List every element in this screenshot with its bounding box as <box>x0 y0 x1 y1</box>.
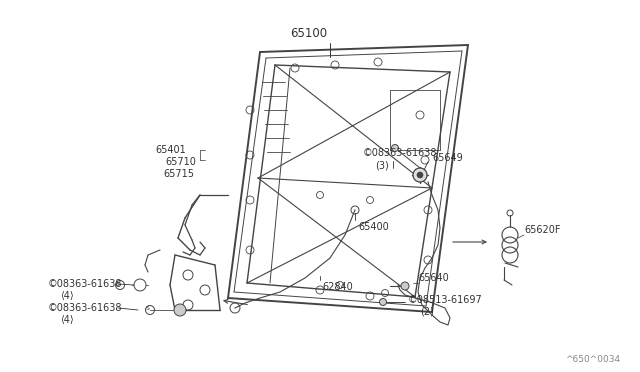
Text: 65100: 65100 <box>290 27 327 40</box>
Text: 65715: 65715 <box>163 169 194 179</box>
Text: 65640: 65640 <box>418 273 449 283</box>
Text: (3): (3) <box>375 160 388 170</box>
Text: S: S <box>146 307 150 311</box>
Text: S: S <box>116 282 120 286</box>
Text: ©08363-61638: ©08363-61638 <box>48 303 122 313</box>
Circle shape <box>134 279 146 291</box>
Text: 65400: 65400 <box>358 222 388 232</box>
Circle shape <box>380 298 387 305</box>
Circle shape <box>401 282 409 290</box>
Circle shape <box>417 172 423 178</box>
Text: 65401: 65401 <box>155 145 186 155</box>
Text: ©08513-61697: ©08513-61697 <box>408 295 483 305</box>
Text: 65710: 65710 <box>165 157 196 167</box>
Circle shape <box>392 144 399 151</box>
Text: ⟨4⟩: ⟨4⟩ <box>60 315 74 325</box>
Text: 65620F: 65620F <box>524 225 561 235</box>
Text: (2): (2) <box>420 307 434 317</box>
Text: 62840: 62840 <box>322 282 353 292</box>
Text: ©08363-61638: ©08363-61638 <box>48 279 122 289</box>
Circle shape <box>174 304 186 316</box>
Text: ⟨4⟩: ⟨4⟩ <box>60 291 74 301</box>
Circle shape <box>413 168 427 182</box>
Text: ©08363-61638: ©08363-61638 <box>363 148 438 158</box>
Text: ^650^0034: ^650^0034 <box>565 355 620 364</box>
Text: 65649: 65649 <box>432 153 463 163</box>
